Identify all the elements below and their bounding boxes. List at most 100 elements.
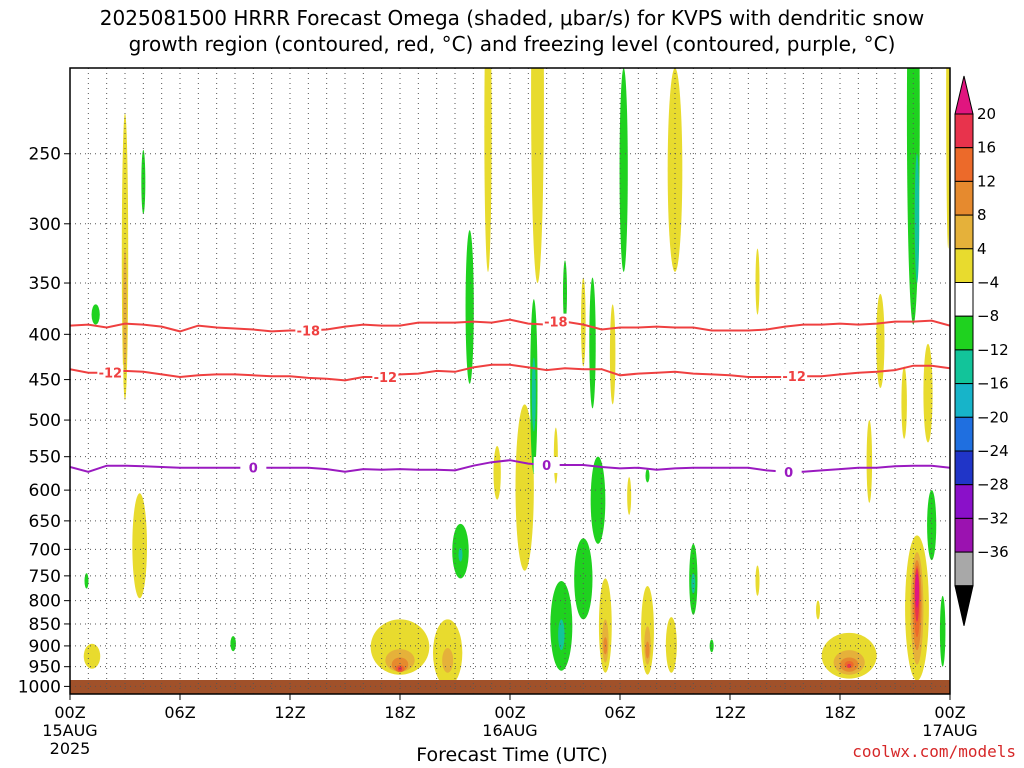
- x-tick-label-0: 00Z: [54, 703, 85, 722]
- colorbar-label-6: −8: [977, 307, 999, 325]
- colorbar-label-10: −24: [977, 442, 1009, 460]
- x-tick-label-6: 12Z: [714, 703, 745, 722]
- omega-cell-54: [847, 663, 852, 668]
- y-tick-label-15: 1000: [18, 677, 61, 697]
- omega-cell-2: [123, 248, 127, 371]
- contour-lines: -18 -18 -12 -12 -12 0 0 0: [70, 313, 950, 481]
- colorbar-label-1: 16: [977, 139, 996, 157]
- colorbar-bin-9: [954, 416, 974, 452]
- omega-cell-42: [665, 617, 677, 673]
- omega-cell-20: [515, 404, 534, 571]
- omega-cell-57: [901, 366, 907, 439]
- omega-cell-19: [493, 446, 501, 500]
- x-tick-label-8: 00Z: [934, 703, 965, 722]
- omega-cell-46: [709, 639, 714, 653]
- y-tick-label-5: 500: [29, 411, 61, 431]
- y-tick-label-7: 600: [29, 481, 61, 501]
- colorbar-label-11: −28: [977, 476, 1009, 494]
- credit-text: coolwx.com/models: [852, 742, 1016, 761]
- contour-label-0-0: -18: [297, 324, 321, 339]
- colorbar-bin-10: [954, 450, 974, 486]
- contour-label-bg-0-1: [542, 313, 569, 330]
- omega-cell-14: [442, 648, 454, 673]
- omega-cell-66: [915, 573, 919, 608]
- y-tick-label-3: 400: [29, 325, 61, 345]
- contour-label-bg-0-0: [295, 322, 322, 339]
- omega-cell-58: [923, 343, 933, 443]
- omega-cell-0: [83, 643, 101, 669]
- x-tick-label-5: 06Z: [604, 703, 635, 722]
- omega-cell-6: [84, 573, 89, 589]
- colorbar-label-7: −12: [977, 341, 1009, 359]
- omega-cell-3: [132, 493, 148, 599]
- contour-label-bg-2-1: [533, 456, 560, 473]
- omega-cell-32: [609, 304, 616, 405]
- colorbar-bin-3: [954, 214, 974, 250]
- colorbar-bin-7: [954, 349, 974, 385]
- omega-cell-27: [558, 619, 565, 651]
- x-tick-sublabel-8-0: 17AUG: [922, 721, 977, 740]
- y-tick-label-1: 300: [29, 215, 61, 235]
- chart-title-line1: 2025081500 HRRR Forecast Omega (shaded, …: [99, 6, 925, 30]
- colorbar-label-8: −16: [977, 375, 1009, 393]
- y-tick-label-0: 250: [29, 145, 61, 165]
- colorbar-bin-5: [954, 282, 974, 317]
- colorbar-bin-13: [954, 551, 974, 587]
- x-tick-label-4: 00Z: [494, 703, 525, 722]
- contour-label-2-1: 0: [542, 459, 551, 474]
- colorbar-bin-11: [954, 484, 974, 519]
- terrain-band: [70, 680, 950, 694]
- y-tick-label-12: 850: [29, 615, 61, 635]
- omega-cell-33: [619, 68, 628, 272]
- colorbar-label-4: 4: [977, 240, 987, 258]
- colorbar-bin-4: [954, 248, 974, 284]
- omega-cell-24: [553, 427, 558, 484]
- grid-lines: [70, 68, 950, 694]
- colorbar-label-3: 8: [977, 206, 987, 224]
- omega-cell-22: [531, 357, 536, 432]
- chart-title-line2: growth region (contoured, red, °C) and f…: [128, 32, 896, 56]
- omega-cell-55: [866, 420, 873, 503]
- omega-cell-48: [755, 565, 760, 596]
- omega-shading: [83, 68, 950, 687]
- omega-cell-49: [816, 600, 820, 620]
- y-tick-label-9: 700: [29, 540, 61, 560]
- y-tick-label-4: 450: [29, 371, 61, 391]
- y-axis-ticks: 2503003504004505005506006507007508008509…: [18, 145, 70, 697]
- y-tick-label-8: 650: [29, 512, 61, 532]
- y-tick-label-14: 950: [29, 658, 61, 678]
- x-tick-sublabel-4-0: 16AUG: [482, 721, 537, 740]
- y-tick-label-2: 350: [29, 274, 61, 294]
- colorbar-bin-2: [954, 180, 974, 216]
- colorbar-top-arrow: [954, 75, 974, 115]
- contour-label-bg-2-2: [775, 463, 802, 480]
- frame-rect: [69, 67, 951, 695]
- contour-label-1-2: -12: [782, 370, 806, 385]
- contour-line-0: [70, 318, 950, 333]
- omega-cell-31: [590, 456, 606, 544]
- colorbar-bin-6: [954, 315, 974, 351]
- colorbar-bin-8: [954, 383, 974, 418]
- colorbar: 20 16 12 8 4 −4 −8 −12 −16 −20 −24 −28 −32 −36: [954, 75, 1009, 626]
- x-tick-sublabel-0-1: 2025: [50, 739, 91, 758]
- omega-cell-68: [939, 595, 946, 667]
- omega-cell-25: [563, 260, 567, 325]
- colorbar-label-12: −32: [977, 509, 1009, 527]
- omega-cell-5: [141, 149, 146, 215]
- y-tick-label-6: 550: [29, 448, 61, 468]
- colorbar-label-5: −4: [977, 274, 999, 292]
- omega-cell-29: [589, 277, 596, 409]
- colorbar-bin-0: [954, 113, 974, 149]
- omega-cell-30: [581, 277, 586, 367]
- colorbar-label-9: −20: [977, 408, 1009, 426]
- colorbar-label-13: −36: [977, 543, 1009, 561]
- contour-label-0-1: -18: [544, 316, 568, 331]
- x-tick-sublabel-0-0: 15AUG: [42, 721, 97, 740]
- x-tick-label-1: 06Z: [164, 703, 195, 722]
- contour-label-bg-1-2: [781, 368, 808, 385]
- contour-label-2-2: 0: [784, 466, 793, 481]
- y-tick-label-10: 750: [29, 567, 61, 587]
- omega-cell-37: [627, 477, 632, 515]
